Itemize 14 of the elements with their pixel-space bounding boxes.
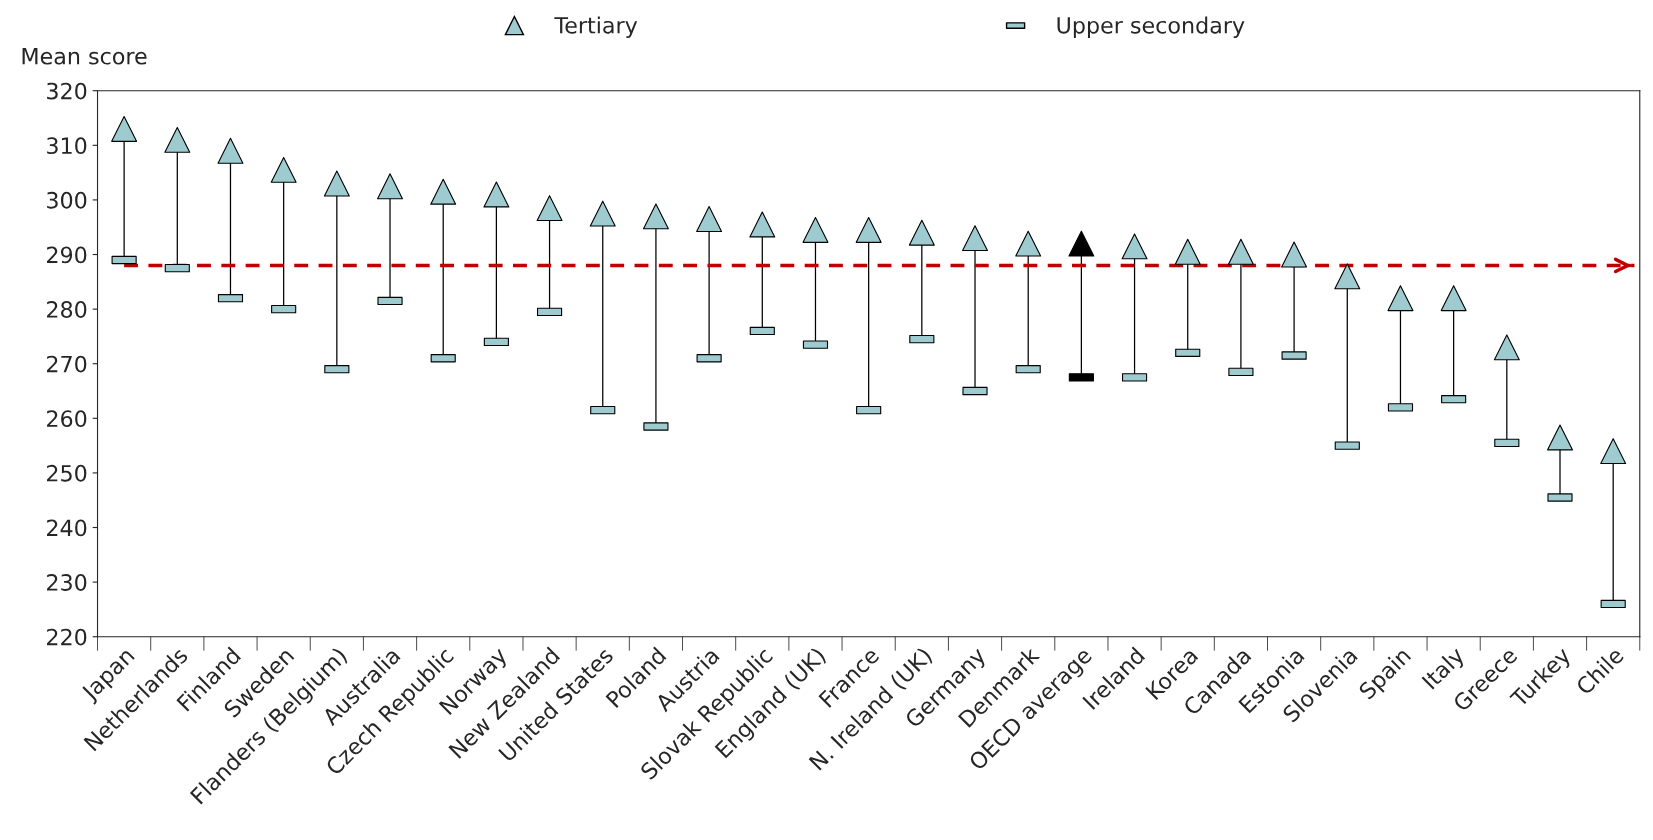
y-tick-label: 280 (47, 301, 87, 318)
y-tick-label: 260 (47, 410, 87, 428)
y-tick-label: 220 (47, 628, 87, 646)
legend-label: Tertiary (554, 16, 638, 38)
y-axis-title: Mean score (22, 48, 147, 65)
legend-label: Upper secondary (1057, 16, 1245, 38)
y-tick-label: 240 (47, 519, 87, 537)
y-tick-label: 230 (47, 574, 87, 591)
y-tick-label: 270 (47, 355, 87, 373)
y-tick-label: 310 (47, 137, 87, 155)
y-tick-label: 250 (47, 464, 87, 482)
y-tick-label: 290 (47, 246, 87, 264)
y-tick-label: 320 (47, 82, 87, 100)
y-tick-label: 300 (47, 191, 87, 209)
